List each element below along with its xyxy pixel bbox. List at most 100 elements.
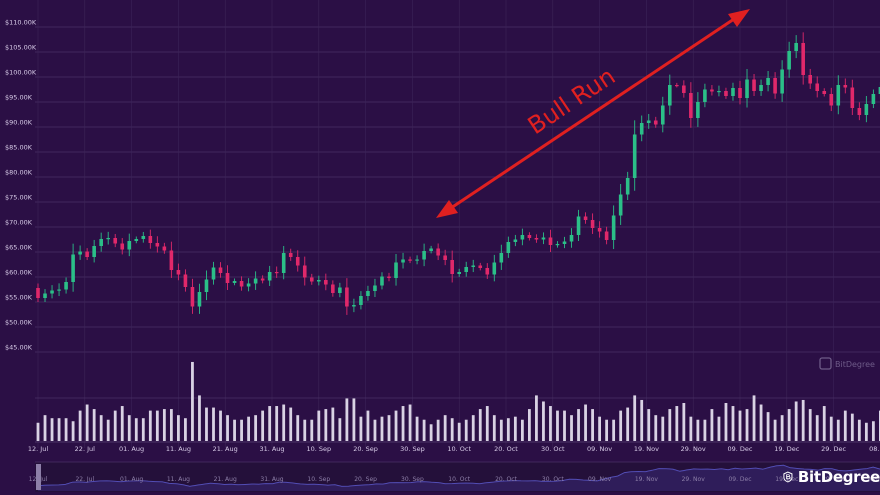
candle [464, 267, 469, 272]
volume-bar [394, 410, 398, 441]
volume-bar [492, 415, 496, 441]
volume-bar [296, 415, 300, 441]
navigator-tick-label: 10. Sep [307, 476, 330, 483]
volume-bar [703, 419, 707, 441]
volume-bar [401, 406, 405, 441]
candle [253, 278, 258, 284]
y-tick-label: $100.00K [5, 69, 37, 77]
x-tick-label: 09. Nov [587, 445, 612, 453]
volume-bar [724, 403, 728, 441]
candle [401, 259, 405, 263]
volume-bar [780, 415, 784, 441]
volume-bar [822, 406, 826, 441]
navigator-tick-label: 19. Dec [775, 476, 798, 483]
volume-bar [436, 419, 440, 441]
candle [625, 178, 630, 195]
candle [127, 241, 132, 250]
y-tick-label: $65.00K [5, 244, 33, 252]
candle [534, 238, 539, 240]
candle [878, 87, 880, 94]
navigator-tick-label: 20. Sep [354, 476, 377, 483]
candle [787, 51, 791, 70]
volume-bar [275, 406, 279, 441]
x-tick-label: 12. Jul [28, 445, 48, 453]
candle [429, 248, 433, 251]
volume-bar [584, 404, 587, 441]
candle [295, 257, 300, 266]
x-tick-label: 29. Dec [821, 445, 846, 453]
candle [71, 254, 75, 282]
navigator-tick-label: 22. Jul [75, 476, 94, 483]
candle [36, 288, 40, 298]
volume-bar [408, 404, 412, 441]
candle [225, 273, 230, 283]
volume-bar [261, 410, 265, 441]
volume-bar [198, 395, 201, 441]
volume-bar [626, 407, 630, 441]
volume-bar [177, 415, 180, 441]
candle [752, 79, 756, 91]
volume-bar [380, 416, 384, 441]
candle [689, 93, 693, 118]
candle [745, 79, 749, 98]
candle [239, 281, 244, 287]
volume-bar [85, 404, 89, 441]
candle [618, 194, 623, 216]
y-tick-label: $85.00K [5, 144, 33, 152]
y-tick-label: $45.00K [5, 344, 33, 352]
volume-bar [682, 403, 686, 441]
candle [780, 69, 784, 94]
x-tick-label: 20. Sep [353, 445, 378, 453]
navigator-tick-label: 29. Nov [682, 476, 706, 483]
navigator-tick-label: 29. Dec [822, 476, 845, 483]
candle [99, 239, 103, 246]
candle [527, 235, 532, 238]
volume-bar [640, 399, 644, 441]
x-tick-label: 21. Aug [213, 445, 238, 453]
candle [338, 287, 342, 293]
candle [366, 291, 370, 296]
volume-bar [464, 419, 468, 441]
x-tick-label: 31. Aug [259, 445, 284, 453]
candle [50, 290, 54, 294]
candle [696, 102, 700, 118]
candle [499, 253, 504, 263]
volume-bar [689, 416, 693, 441]
candle [773, 78, 777, 94]
price-grid [35, 0, 880, 448]
volume-bar [303, 419, 307, 441]
volume-bar [745, 409, 749, 441]
candle [548, 237, 553, 245]
candle [331, 284, 335, 293]
candle [808, 75, 812, 84]
candle [183, 274, 188, 287]
x-tick-label: 09. Dec [728, 445, 753, 453]
candle [766, 78, 770, 85]
volume-bar [317, 410, 321, 441]
volume-bar [127, 415, 131, 441]
brand-label: BitDegree [797, 468, 880, 486]
y-tick-label: $95.00K [5, 94, 33, 102]
candle [211, 267, 216, 280]
candle [668, 85, 672, 106]
candle [408, 259, 412, 261]
candle [387, 276, 391, 278]
candle [738, 88, 742, 98]
candle [682, 85, 686, 93]
navigator-tick-label: 19. Nov [635, 476, 659, 483]
volume-bar [169, 409, 173, 441]
volume-bar [71, 421, 75, 441]
candle [724, 91, 728, 96]
x-axis: 12. Jul 22. Jul 01. Aug 11. Aug 21. Aug 31. A… [28, 445, 880, 453]
volume-bar [415, 416, 419, 441]
navigator-handle-left[interactable] [36, 464, 41, 490]
candle [541, 237, 546, 240]
candle [506, 242, 511, 253]
y-tick-label: $60.00K [5, 269, 33, 277]
candle [92, 246, 96, 257]
candle [646, 120, 651, 123]
x-tick-label: 08. Jan [869, 445, 880, 453]
navigator-tick-label: 01. Aug [120, 476, 143, 483]
volume-bar [478, 409, 482, 441]
